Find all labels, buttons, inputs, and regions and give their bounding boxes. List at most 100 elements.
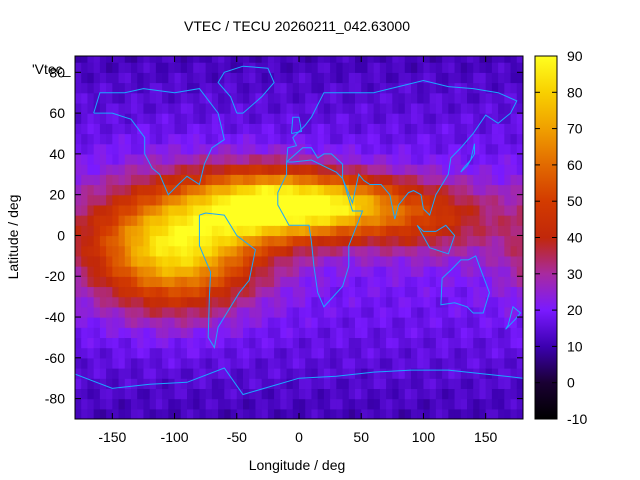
heatmap-cell <box>398 255 406 267</box>
heatmap-cell <box>243 327 250 339</box>
heatmap-cell <box>274 92 281 104</box>
heatmap-cell <box>373 235 381 247</box>
heatmap-cell <box>411 92 418 104</box>
heatmap-cell <box>243 123 250 135</box>
heatmap-cell <box>516 286 523 298</box>
heatmap-cell <box>87 398 95 410</box>
heatmap-cell <box>75 204 82 216</box>
heatmap-cell <box>155 123 163 135</box>
heatmap-cell <box>261 133 269 145</box>
heatmap-cell <box>386 378 393 390</box>
heatmap-cell <box>106 357 113 369</box>
heatmap-cell <box>87 266 95 277</box>
heatmap-cell <box>498 113 505 124</box>
heatmap-cell <box>342 215 350 226</box>
heatmap-cell <box>155 102 163 114</box>
heatmap-cell <box>398 123 406 135</box>
heatmap-cell <box>218 184 225 196</box>
heatmap-cell <box>516 235 523 247</box>
heatmap-cell <box>429 62 437 73</box>
heatmap-cell <box>429 286 437 298</box>
heatmap-cell <box>292 266 300 277</box>
heatmap-cell <box>81 408 89 419</box>
heatmap-cell <box>373 337 381 349</box>
heatmap-cell <box>218 225 225 237</box>
heatmap-cell <box>224 143 232 155</box>
heatmap-cell <box>205 72 213 84</box>
heatmap-cell <box>292 174 300 186</box>
heatmap-cell <box>305 72 313 84</box>
heatmap-cell <box>510 92 518 104</box>
heatmap-cell <box>411 194 418 206</box>
heatmap-cell <box>193 225 201 237</box>
heatmap-cell <box>429 123 437 135</box>
heatmap-cell <box>491 408 499 419</box>
heatmap-cell <box>423 266 431 277</box>
heatmap-cell <box>404 337 412 349</box>
heatmap-cell <box>187 194 194 206</box>
heatmap-cell <box>280 72 288 84</box>
heatmap-cell <box>491 255 499 267</box>
heatmap-cell <box>75 164 82 175</box>
heatmap-cell <box>218 276 225 288</box>
heatmap-cell <box>199 245 207 257</box>
heatmap-cell <box>429 133 437 145</box>
heatmap-cell <box>211 204 219 216</box>
heatmap-cell <box>75 398 82 410</box>
heatmap-cell <box>292 408 300 419</box>
heatmap-cell <box>336 286 344 298</box>
x-tick-label: -50 <box>227 429 247 445</box>
heatmap-cell <box>286 204 294 216</box>
heatmap-cell <box>473 92 481 104</box>
heatmap-cell <box>280 113 288 124</box>
heatmap-cell <box>112 408 120 419</box>
heatmap-cell <box>143 286 151 298</box>
heatmap-cell <box>205 153 213 165</box>
heatmap-cell <box>87 164 95 175</box>
heatmap-cell <box>330 317 337 328</box>
heatmap-cell <box>448 306 456 318</box>
heatmap-cell <box>411 164 418 175</box>
heatmap-cell <box>124 235 132 247</box>
heatmap-cell <box>504 245 512 257</box>
heatmap-cell <box>498 347 505 359</box>
heatmap-cell <box>75 174 82 186</box>
heatmap-cell <box>199 235 207 247</box>
heatmap-cell <box>137 102 145 114</box>
heatmap-cell <box>330 245 337 257</box>
heatmap-cell <box>106 255 113 267</box>
heatmap-cell <box>168 255 176 267</box>
heatmap-cell <box>317 204 325 216</box>
heatmap-cell <box>386 368 393 379</box>
heatmap-cell <box>187 347 194 359</box>
heatmap-cell <box>317 286 325 298</box>
heatmap-cell <box>218 82 225 94</box>
heatmap-cell <box>305 357 313 369</box>
heatmap-cell <box>286 296 294 308</box>
heatmap-cell <box>355 245 362 257</box>
heatmap-cell <box>280 62 288 73</box>
heatmap-cell <box>323 102 331 114</box>
heatmap-cell <box>75 235 82 247</box>
heatmap-cell <box>460 56 468 63</box>
heatmap-cell <box>143 153 151 165</box>
heatmap-cell <box>93 337 101 349</box>
heatmap-cell <box>118 408 126 419</box>
heatmap-cell <box>131 153 138 165</box>
heatmap-cell <box>143 378 151 390</box>
heatmap-cell <box>299 327 306 339</box>
heatmap-cell <box>299 255 306 267</box>
heatmap-cell <box>479 347 487 359</box>
heatmap-cell <box>404 102 412 114</box>
heatmap-cell <box>498 92 505 104</box>
heatmap-cell <box>106 347 113 359</box>
heatmap-cell <box>174 102 182 114</box>
heatmap-cell <box>510 368 518 379</box>
heatmap-cell <box>485 378 493 390</box>
heatmap-cell <box>286 347 294 359</box>
heatmap-cell <box>373 398 381 410</box>
heatmap-cell <box>398 72 406 84</box>
heatmap-cell <box>392 72 400 84</box>
heatmap-cell <box>274 62 281 73</box>
heatmap-cell <box>236 398 244 410</box>
